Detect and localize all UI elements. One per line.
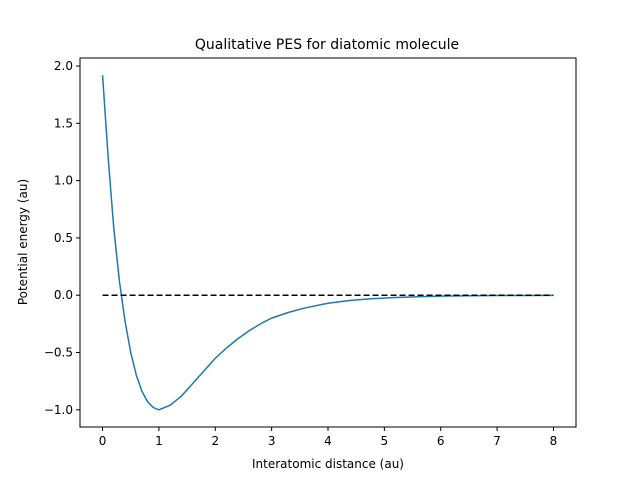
y-tick-label: −1.0 [44, 403, 73, 417]
axes-frame [79, 57, 577, 428]
x-tick-label: 0 [99, 434, 107, 448]
x-tick-label: 5 [381, 434, 389, 448]
y-tick-label: 1.0 [54, 174, 73, 188]
y-tick-label: −0.5 [44, 346, 73, 360]
y-axis-label: Potential energy (au) [16, 179, 30, 305]
y-axis-ticks: −1.0 −0.5 0.0 0.5 1.0 1.5 2.0 [44, 59, 80, 417]
chart-title: Qualitative PES for diatomic molecule [195, 37, 459, 53]
y-tick-label: 0.0 [54, 288, 73, 302]
plot-area [79, 57, 577, 428]
x-tick-label: 3 [268, 434, 276, 448]
x-tick-label: 8 [550, 434, 558, 448]
y-tick-label: 0.5 [54, 231, 73, 245]
y-tick-label: 1.5 [54, 116, 73, 130]
x-tick-label: 7 [493, 434, 501, 448]
x-tick-label: 1 [155, 434, 163, 448]
potential-energy-curve [101, 75, 554, 411]
x-axis-ticks: 0 1 2 3 4 5 6 7 8 [99, 427, 558, 448]
y-tick-label: 2.0 [54, 59, 73, 73]
x-tick-label: 6 [437, 434, 445, 448]
x-tick-label: 4 [324, 434, 332, 448]
series-layer [101, 75, 554, 411]
x-axis-label: Interatomic distance (au) [252, 457, 404, 471]
x-tick-label: 2 [211, 434, 219, 448]
